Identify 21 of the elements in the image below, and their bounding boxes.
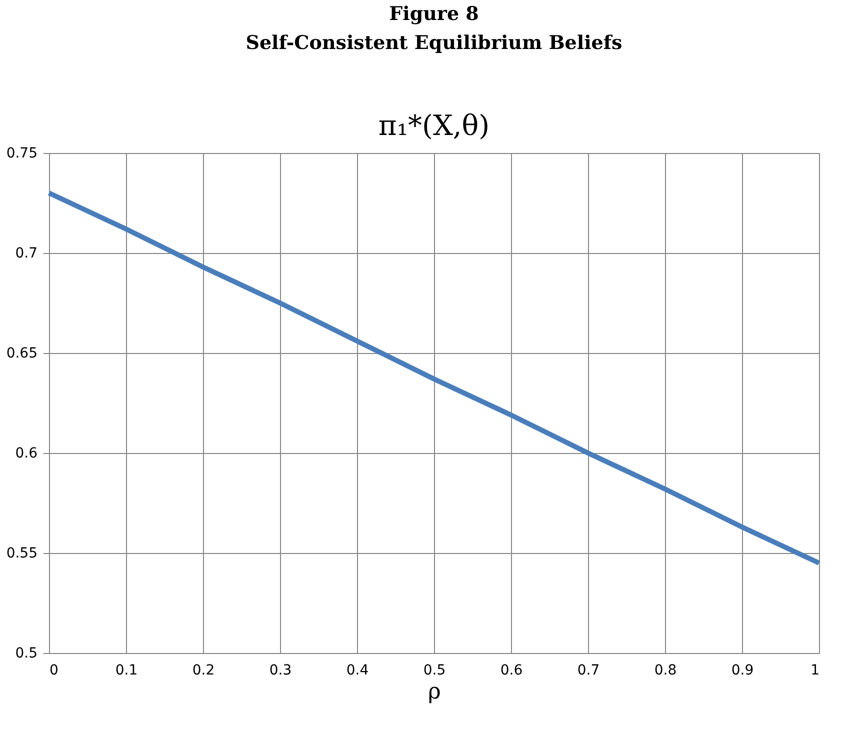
x-tick-label: 0.7 <box>577 662 600 678</box>
x-tick-label: 0.8 <box>654 662 677 678</box>
text: π₁*(X,θ) <box>378 109 490 142</box>
y-tick-label: 0.6 <box>15 446 38 462</box>
x-tick-label: 0.3 <box>269 662 292 678</box>
y-tick-label: 0.75 <box>6 146 38 162</box>
x-tick-label: 0.1 <box>115 662 138 678</box>
x-axis-title: ρ <box>428 680 441 704</box>
x-tick-label: 0 <box>50 662 58 678</box>
x-tick-label: 0.5 <box>423 662 446 678</box>
y-tick-label: 0.55 <box>6 546 38 562</box>
x-tick-label: 0.2 <box>192 662 215 678</box>
x-tick-label: 0.4 <box>346 662 369 678</box>
y-tick-label: 0.7 <box>15 246 38 262</box>
chart-subtitle: Self-Consistent Equilibrium Beliefs <box>246 32 622 54</box>
x-tick-label: 1 <box>810 662 820 678</box>
y-tick-label: 0.5 <box>15 646 38 662</box>
y-tick-label: 0.65 <box>6 346 38 362</box>
chart-title: Figure 8 <box>389 3 479 25</box>
x-tick-label: 0.6 <box>500 662 523 678</box>
x-tick-label: 0.9 <box>731 662 754 678</box>
